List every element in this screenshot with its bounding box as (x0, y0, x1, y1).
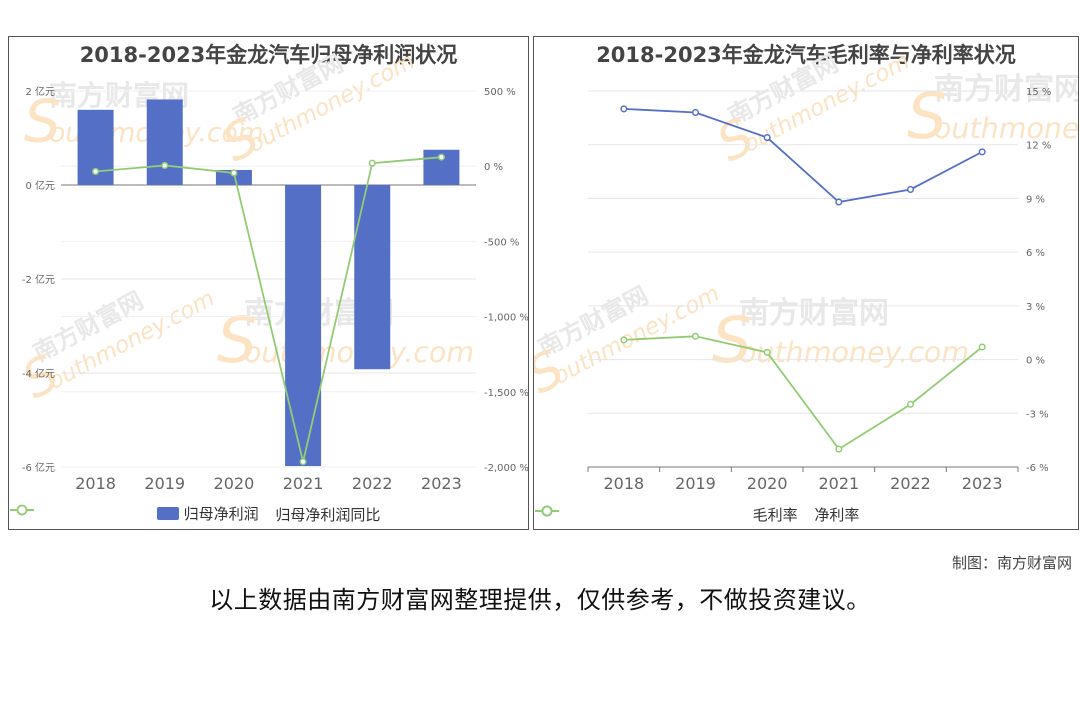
legend-label-net-margin: 净利率 (814, 506, 860, 524)
chart-legend: 毛利率 净利率 (534, 504, 1078, 525)
legend-item-net-profit-yoy[interactable]: 归母净利润同比 (10, 504, 381, 525)
chart-legend: 归母净利润 归母净利润同比 (9, 503, 528, 525)
watermark-url: outhmoney.com (739, 336, 969, 369)
chart-title: 2018-2023年金龙汽车归母净利润状况 (79, 43, 458, 67)
y-right-tick-label: -1,500 % (484, 388, 529, 399)
x-tick-label: 2019 (675, 474, 716, 493)
bar-net-profit-2020[interactable] (215, 169, 252, 185)
y-right-tick-label: 0 % (1026, 356, 1045, 367)
chart-credit: 制图：南方财富网 (951, 554, 1072, 572)
point-gross-margin-2022[interactable] (906, 185, 915, 194)
grid (588, 90, 1018, 468)
legend-swatch-net-profit-yoy (10, 504, 34, 516)
x-tick-label: 2019 (144, 474, 185, 493)
point-net-margin-2019[interactable] (691, 332, 700, 340)
chart-title: 2018-2023年金龙汽车毛利率与净利率状况 (596, 43, 1016, 67)
x-tick-label: 2023 (962, 474, 1003, 493)
legend-item-net-margin[interactable]: 净利率 (535, 504, 860, 525)
y-right-tick-label: 6 % (1026, 248, 1045, 259)
legend-swatch-net-profit (156, 507, 179, 520)
point-gross-margin-2023[interactable] (978, 148, 986, 156)
y-left-tick-label: 2 亿元 (25, 85, 55, 98)
legend-swatch-net-margin (535, 505, 559, 517)
legend-label-net-profit: 归母净利润 (183, 505, 259, 523)
point-net-margin-2021[interactable] (835, 445, 843, 453)
legend-item-gross-margin[interactable]: 毛利率 (535, 504, 798, 525)
point-gross-margin-2020[interactable] (763, 134, 771, 142)
y-left-tick-label: -2 亿元 (22, 273, 55, 286)
legend-label-net-profit-yoy: 归母净利润同比 (275, 506, 381, 524)
line-net-margin (623, 335, 983, 451)
watermark-url: outhmoney.com (934, 112, 1079, 145)
x-tick-label: 2020 (747, 474, 788, 493)
margin-chart: 南方财富网Southmoney.com南方财富网Southmoney.com南方… (534, 48, 1079, 493)
y-right-tick-label: 15 % (1026, 87, 1051, 98)
net-profit-chart-panel: 2018-2023年金龙汽车归母净利润状况 南方财富网Southmoney.co… (8, 36, 529, 530)
bar-net-profit-2019[interactable] (146, 99, 183, 185)
point-net-profit-yoy-2018[interactable] (92, 167, 100, 176)
legend-item-net-profit[interactable]: 归母净利润 (156, 503, 259, 524)
point-gross-margin-2018[interactable] (620, 105, 628, 113)
x-tick-label: 2021 (818, 474, 859, 493)
y-left-tick-label: -4 亿元 (22, 367, 55, 380)
watermark: 南方财富网Southmoney.com南方财富网Southmoney.com南方… (534, 48, 1079, 405)
x-tick-label: 2018 (75, 474, 116, 493)
y-right-tick-label: -3 % (1026, 409, 1049, 420)
x-tick-label: 2022 (352, 474, 393, 493)
bar-net-profit-2022[interactable] (354, 185, 391, 370)
y-right-tick-label: -1,000 % (484, 313, 529, 324)
y-right-tick-label: 12 % (1026, 141, 1051, 152)
watermark-text: 南方财富网 (739, 296, 889, 331)
point-gross-margin-2019[interactable] (691, 108, 700, 117)
line-gross-margin (623, 108, 983, 203)
point-net-profit-yoy-2022[interactable] (368, 159, 376, 167)
watermark-logo-s: S (907, 80, 947, 153)
watermark-text: 南方财富网 (934, 72, 1079, 107)
disclaimer-text: 以上数据由南方财富网整理提供，仅供参考，不做投资建议。 (209, 586, 871, 614)
watermark: 南方财富网Southmoney.com南方财富网Southmoney.com南方… (13, 48, 475, 410)
watermark-logo-s: S (712, 304, 752, 377)
y-right-tick-label: 9 % (1026, 194, 1045, 205)
point-net-margin-2020[interactable] (763, 348, 771, 356)
point-net-profit-yoy-2021[interactable] (299, 458, 307, 466)
y-right-tick-label: -2,000 % (484, 463, 529, 474)
x-tick-label: 2020 (214, 474, 255, 493)
y-right-tick-label: -500 % (484, 237, 519, 248)
point-net-margin-2022[interactable] (906, 400, 915, 408)
y-left-tick-label: 0 亿元 (25, 179, 55, 192)
y-right-tick-label: 3 % (1026, 302, 1045, 313)
point-net-margin-2023[interactable] (978, 343, 986, 351)
x-tick-label: 2021 (283, 474, 324, 493)
x-tick-label: 2023 (421, 474, 462, 493)
point-net-profit-yoy-2020[interactable] (230, 169, 238, 177)
x-tick-label: 2022 (890, 474, 931, 493)
point-net-profit-yoy-2023[interactable] (437, 153, 445, 161)
line-net-profit-yoy (95, 156, 442, 462)
x-tick-label: 2018 (603, 474, 644, 493)
y-right-tick-label: 0 % (484, 162, 503, 173)
legend-label-gross-margin: 毛利率 (752, 506, 798, 524)
y-left-tick-label: -6 亿元 (22, 461, 55, 474)
point-gross-margin-2021[interactable] (835, 198, 843, 206)
point-net-margin-2018[interactable] (620, 336, 628, 344)
bar-net-profit-2021[interactable] (285, 185, 322, 467)
watermark-logo-s: S (24, 86, 61, 155)
y-right-tick-label: 500 % (484, 87, 516, 98)
point-net-profit-yoy-2019[interactable] (161, 161, 169, 169)
y-right-tick-label: -6 % (1026, 463, 1049, 474)
net-profit-chart: 南方财富网Southmoney.com南方财富网Southmoney.com南方… (13, 48, 529, 493)
